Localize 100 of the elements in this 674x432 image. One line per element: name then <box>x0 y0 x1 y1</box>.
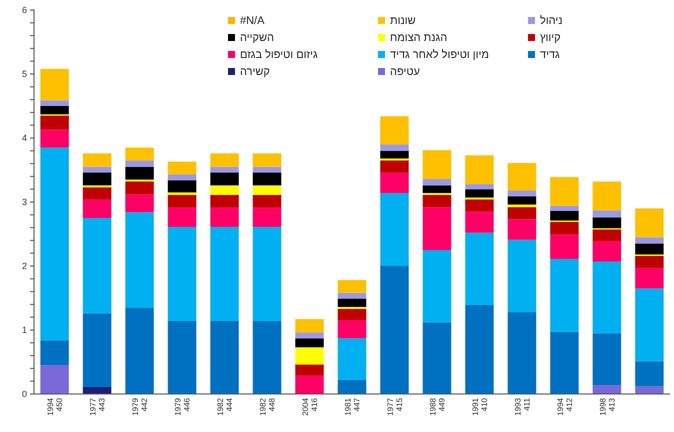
bar <box>508 162 536 190</box>
bar <box>592 210 622 218</box>
bar <box>550 210 579 221</box>
bar <box>465 212 494 233</box>
bar <box>380 150 409 158</box>
bar <box>210 172 239 186</box>
bar <box>592 385 622 394</box>
bar <box>210 226 239 322</box>
bar <box>210 321 239 394</box>
bar <box>508 207 536 220</box>
bar <box>295 375 324 394</box>
bar <box>465 232 494 306</box>
x-tick-label: 1988 449 <box>428 397 446 416</box>
legend-label: שונות <box>390 15 416 27</box>
bar <box>380 160 409 173</box>
x-tick-label: 2004 416 <box>301 397 320 416</box>
bar <box>338 338 366 380</box>
bar <box>422 150 452 179</box>
bar <box>40 68 69 100</box>
y-tick-label: 5 <box>22 68 27 79</box>
bar <box>508 312 536 394</box>
bar <box>508 219 536 240</box>
bar <box>40 340 69 366</box>
bar <box>550 234 579 259</box>
bar <box>125 148 154 160</box>
bar <box>210 153 239 167</box>
bar <box>380 144 409 151</box>
bar <box>125 308 154 394</box>
x-tick-label: 1991 410 <box>470 397 489 416</box>
legend-label: גיזום וטיפול בגזם <box>240 49 318 61</box>
bar <box>508 196 536 205</box>
bar <box>295 338 324 348</box>
bar <box>380 193 409 266</box>
bar <box>40 116 69 130</box>
bar <box>338 320 366 338</box>
bar <box>422 322 452 394</box>
bar <box>550 258 579 332</box>
bar <box>40 148 69 340</box>
bar <box>592 217 622 228</box>
x-tick-label: 1994 450 <box>46 397 64 416</box>
bar <box>338 380 366 394</box>
bar <box>252 172 282 186</box>
bar <box>168 174 196 180</box>
legend-label: השקייה <box>240 32 274 44</box>
bar <box>210 185 239 195</box>
bar <box>295 319 324 333</box>
bar <box>592 333 622 386</box>
bar <box>295 332 324 338</box>
bar <box>125 182 154 194</box>
bar <box>465 184 494 190</box>
y-tick-label: 1 <box>22 324 27 335</box>
legend-label: הגנת הצומח <box>390 32 448 44</box>
bar <box>210 208 239 227</box>
bar <box>550 222 579 235</box>
bar <box>380 266 409 394</box>
legend-label: קשירה <box>240 66 270 78</box>
bar <box>592 182 622 210</box>
bar <box>550 332 579 394</box>
y-tick-label: 6 <box>22 4 27 15</box>
bar <box>82 386 112 394</box>
bar <box>168 321 196 394</box>
legend-label: עטיפה <box>390 66 420 78</box>
bar <box>40 365 69 394</box>
bar <box>295 364 324 376</box>
bar <box>592 241 622 262</box>
bar <box>635 386 664 394</box>
bar <box>168 192 196 195</box>
x-tick-label: 1998 413 <box>598 397 616 416</box>
bar <box>82 153 112 167</box>
bar <box>550 177 579 206</box>
bar <box>635 268 664 288</box>
bar <box>465 155 494 184</box>
bar <box>168 208 196 227</box>
legend-label: מיון וטיפול לאחר גדיד <box>390 49 489 61</box>
bar <box>252 321 282 394</box>
bar <box>550 206 579 211</box>
x-tick-label: 1981 447 <box>344 397 362 416</box>
bar <box>380 116 409 144</box>
bar <box>635 237 664 244</box>
bar <box>125 194 154 212</box>
bar <box>252 153 282 167</box>
bar <box>82 166 112 173</box>
legend-label: ניהול <box>540 15 563 27</box>
bar <box>592 230 622 242</box>
x-tick-label: 1993 411 <box>513 397 532 416</box>
x-tick-label: 1977 443 <box>88 397 107 416</box>
bar <box>422 178 452 186</box>
bar <box>40 130 69 148</box>
x-tick-label: 1977 415 <box>386 397 404 416</box>
bar <box>168 226 196 322</box>
bar <box>422 207 452 250</box>
bar <box>82 187 112 200</box>
bar <box>635 361 664 386</box>
x-tick-label: 1994 412 <box>556 397 574 416</box>
bar <box>168 162 196 174</box>
bar <box>210 194 239 208</box>
y-tick-label: 0 <box>22 388 27 399</box>
legend-label: גדיד <box>540 49 560 61</box>
bar <box>465 199 494 212</box>
x-tick-label: 1982 444 <box>216 397 234 416</box>
